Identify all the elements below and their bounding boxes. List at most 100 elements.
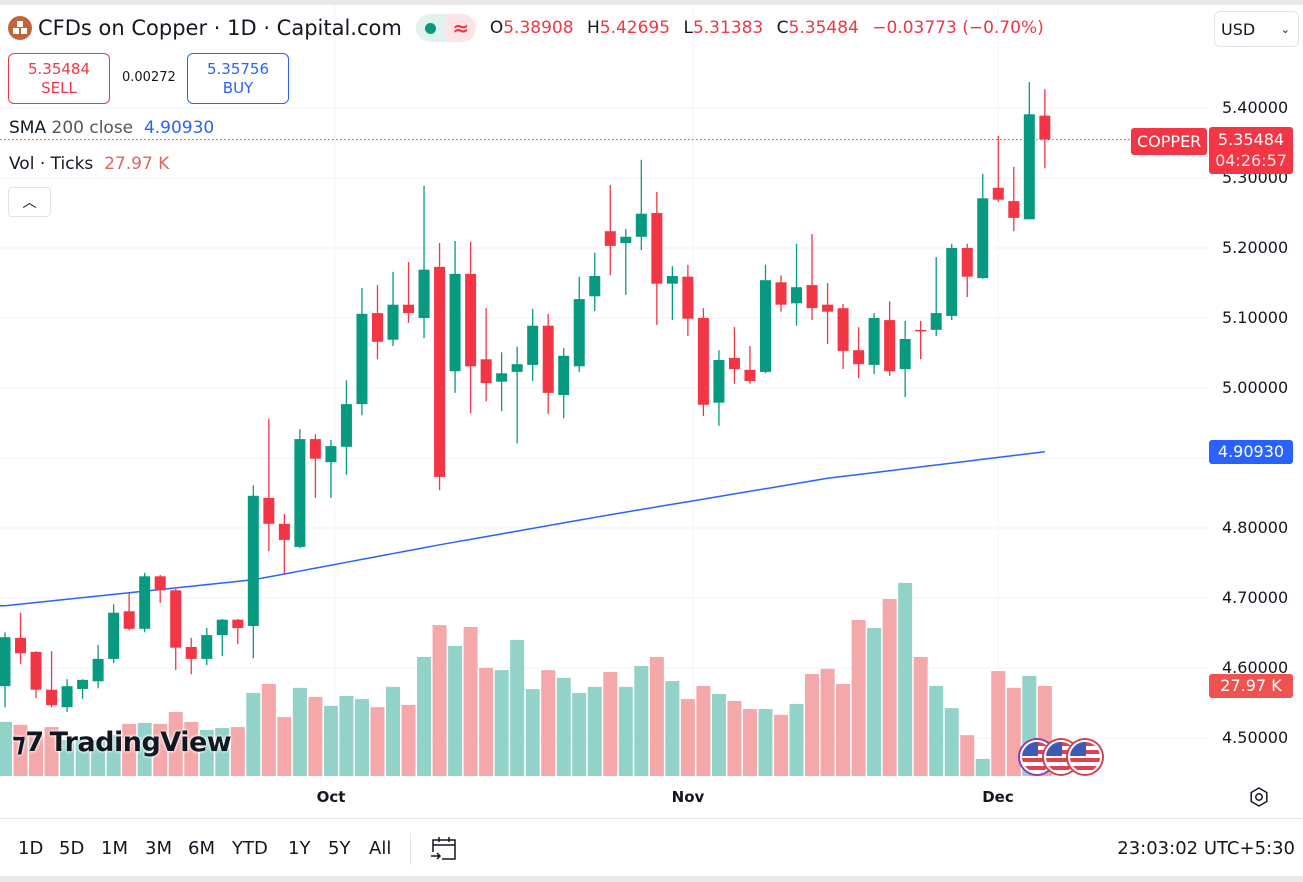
- close-value: 5.35484: [788, 18, 859, 38]
- candle-body: [371, 313, 383, 342]
- volume-bar: [820, 668, 835, 776]
- candle-body: [387, 304, 399, 340]
- candle: [263, 418, 275, 552]
- candle: [449, 241, 461, 393]
- us-flag-icon[interactable]: [1068, 740, 1102, 774]
- candle: [961, 243, 973, 297]
- candle-body: [123, 611, 135, 629]
- volume-bar: [541, 670, 556, 776]
- volume-bar: [230, 727, 245, 776]
- volume-bar: [168, 711, 183, 776]
- candle: [822, 283, 834, 344]
- candle: [154, 574, 166, 603]
- range-3m[interactable]: 3M: [145, 838, 172, 859]
- settings-gear-icon[interactable]: [1248, 786, 1270, 808]
- buy-button[interactable]: 5.35756 BUY: [187, 53, 289, 104]
- sell-label: SELL: [41, 78, 77, 97]
- sell-button[interactable]: 5.35484 SELL: [8, 53, 110, 104]
- range-1d[interactable]: 1D: [18, 838, 44, 859]
- candle-body: [868, 318, 880, 365]
- volume-bar: [805, 673, 820, 776]
- candle-body: [697, 318, 709, 405]
- candle: [930, 257, 942, 337]
- volume-bar: [898, 582, 913, 776]
- market-status[interactable]: ≈: [415, 14, 476, 42]
- time-label-dec: Dec: [982, 788, 1014, 806]
- tradingview-logo[interactable]: ⁊7 TradingView: [12, 727, 232, 758]
- candle: [899, 320, 911, 398]
- range-5d[interactable]: 5D: [59, 838, 85, 859]
- copper-symbol-icon: [8, 16, 32, 40]
- candle: [294, 429, 306, 549]
- collapse-legend-button[interactable]: ︿: [8, 187, 51, 217]
- volume-bar: [246, 692, 261, 776]
- candle-body: [278, 523, 290, 540]
- candle-body: [61, 686, 73, 708]
- volume-legend[interactable]: Vol · Ticks 27.97 K: [9, 154, 169, 174]
- price-tick-label: 5.40000: [1222, 98, 1289, 117]
- candle-body: [418, 269, 430, 318]
- candle-body: [1039, 115, 1051, 140]
- volume-bar: [572, 692, 587, 776]
- candle-body: [806, 285, 818, 309]
- candle: [216, 619, 228, 657]
- candle-body: [775, 282, 787, 305]
- candle: [682, 264, 694, 337]
- low-value: 5.31383: [692, 18, 764, 38]
- go-to-date-calendar-icon[interactable]: [428, 832, 460, 864]
- candle: [356, 287, 368, 416]
- candle-body: [30, 651, 42, 690]
- volume-bar: [463, 627, 478, 776]
- candle: [635, 159, 647, 251]
- volume-bar: [649, 656, 664, 776]
- volume-bar: [386, 686, 400, 776]
- candle: [977, 173, 989, 279]
- range-1y[interactable]: 1Y: [288, 838, 311, 859]
- volume-bar: [122, 723, 137, 776]
- volume-bar: [1006, 687, 1021, 776]
- candle-body: [449, 273, 461, 372]
- volume-bar: [742, 709, 757, 776]
- price-tick-label: 5.00000: [1222, 378, 1289, 397]
- sma-name: SMA: [9, 118, 47, 138]
- candle: [666, 266, 678, 321]
- candle-body: [853, 350, 865, 365]
- volume-bar: [153, 723, 168, 776]
- events-markers[interactable]: [1020, 740, 1102, 774]
- range-1m[interactable]: 1M: [101, 838, 128, 859]
- candle-body: [682, 276, 694, 319]
- candle: [309, 434, 321, 498]
- candle-body: [480, 359, 492, 384]
- candle-body: [899, 339, 911, 370]
- candle-body: [92, 658, 104, 682]
- range-ytd[interactable]: YTD: [232, 838, 268, 859]
- volume-bar: [184, 721, 199, 776]
- currency-select[interactable]: USD ⌄: [1214, 11, 1299, 47]
- range-6m[interactable]: 6M: [188, 838, 215, 859]
- range-all[interactable]: All: [369, 838, 392, 859]
- volume-bar: [401, 704, 416, 776]
- candle: [403, 262, 415, 323]
- chart-title[interactable]: CFDs on Copper · 1D · Capital.com: [38, 16, 402, 40]
- candle: [465, 241, 477, 414]
- volume-bar: [711, 693, 726, 776]
- sma-legend[interactable]: SMA 200 close 4.90930: [9, 118, 214, 138]
- timezone-clock[interactable]: 23:03:02 UTC+5:30: [1117, 838, 1295, 859]
- candle: [620, 229, 632, 295]
- candle: [759, 264, 771, 374]
- volume-bar: [432, 625, 447, 776]
- candle: [247, 485, 259, 659]
- volume-bar: [975, 758, 990, 776]
- window-bottom-strip: [0, 876, 1303, 882]
- range-5y[interactable]: 5Y: [328, 838, 351, 859]
- candle: [1039, 89, 1051, 169]
- volume-value: 27.97 K: [104, 154, 170, 174]
- candle-body: [589, 276, 601, 297]
- candle-body: [247, 495, 259, 626]
- candle-body: [666, 276, 678, 284]
- candle: [371, 285, 383, 360]
- volume-tag: 27.97 K: [1209, 674, 1293, 698]
- candle-body: [713, 360, 725, 403]
- volume-bar: [75, 739, 90, 776]
